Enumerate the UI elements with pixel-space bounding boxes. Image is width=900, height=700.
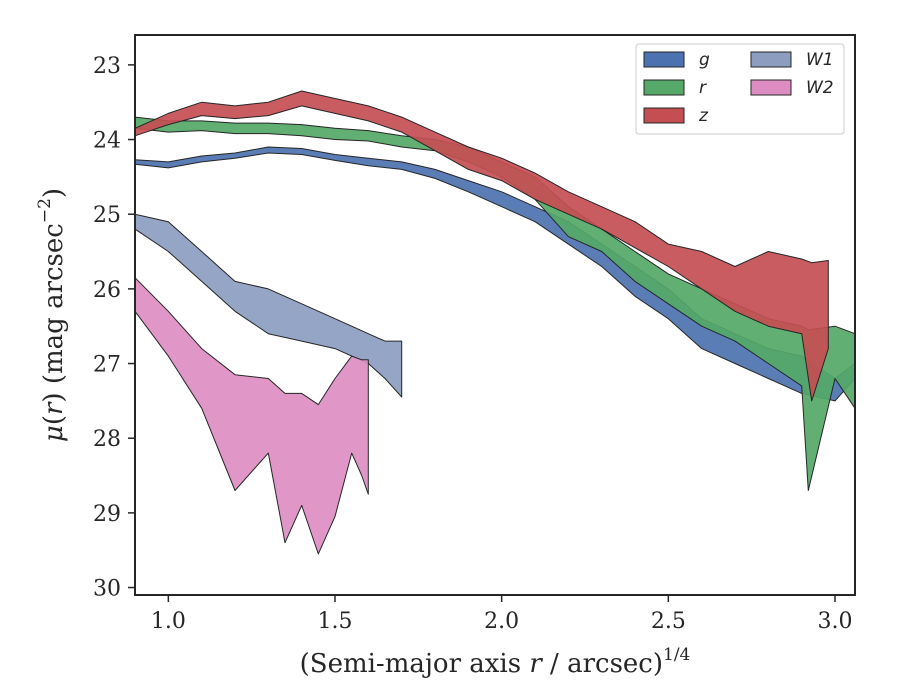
x-tick-label: 1.0 xyxy=(151,609,186,634)
legend-swatch-g xyxy=(643,51,685,68)
legend-label-z: z xyxy=(698,106,709,126)
legend: grz W1 W2 xyxy=(635,43,845,135)
y-tick-label: 27 xyxy=(93,353,121,378)
legend-label-g: g xyxy=(699,50,710,70)
x-tick-label: 1.5 xyxy=(318,609,353,634)
y-tick-label: 29 xyxy=(93,502,121,527)
y-tick-label: 30 xyxy=(93,577,121,602)
legend-swatch-r xyxy=(643,79,685,96)
x-tick-label: 2.0 xyxy=(484,609,519,634)
legend-swatch-z xyxy=(643,107,685,124)
y-axis-label: μ(r) (mag arcsec−2) xyxy=(35,188,69,442)
x-axis-label: (Semi-major axis r / arcsec)1/4 xyxy=(300,645,691,679)
y-tick-label: 23 xyxy=(93,54,121,79)
legend-label-W1: W1 xyxy=(806,50,834,70)
y-tick-label: 24 xyxy=(93,129,121,154)
legend-label-W2: W2 xyxy=(806,78,834,98)
legend-swatch-W1 xyxy=(750,51,792,68)
y-axis-ticks: 23 24 25 26 27 28 29 30 xyxy=(93,54,135,602)
legend-label-r: r xyxy=(699,78,707,98)
legend-swatch-W2 xyxy=(750,79,792,96)
band-W1 xyxy=(134,213,403,398)
chart-bands xyxy=(134,90,856,555)
x-axis-ticks: 1.0 1.5 2.0 2.5 3.0 xyxy=(151,595,853,634)
y-tick-label: 26 xyxy=(93,278,121,303)
legend-box xyxy=(635,43,845,135)
band-z xyxy=(134,90,829,402)
band-W2 xyxy=(134,277,369,555)
y-tick-label: 28 xyxy=(93,427,121,452)
plot-frame xyxy=(134,34,856,596)
x-tick-label: 3.0 xyxy=(818,609,853,634)
y-tick-label: 25 xyxy=(93,203,121,228)
x-tick-label: 2.5 xyxy=(651,609,686,634)
